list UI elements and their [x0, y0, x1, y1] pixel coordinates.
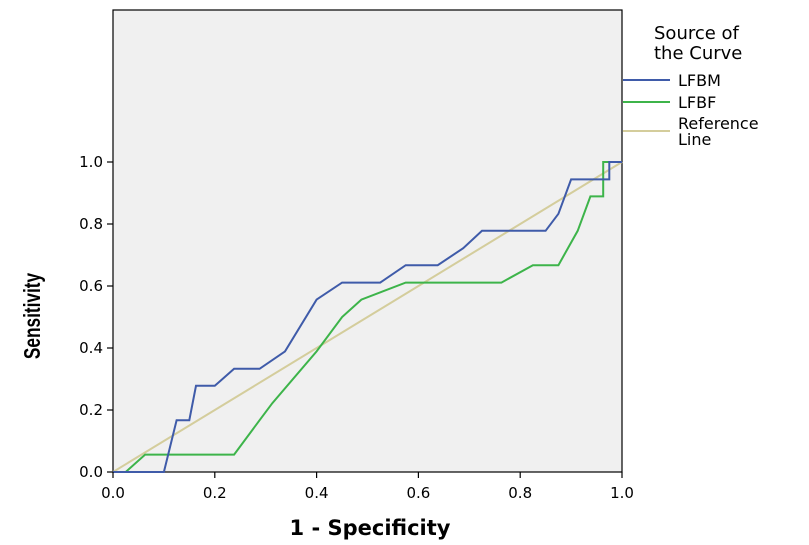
legend: Source of the Curve LFBM LFBF Reference … [623, 23, 759, 149]
y-tick-label: 0.0 [79, 463, 103, 481]
series-line-reference-line [112, 161, 623, 473]
series-line-lfbm [113, 161, 622, 473]
y-axis-title: Sensitivity [21, 272, 46, 359]
x-tick-label: 0.4 [305, 484, 329, 502]
legend-title-line-1: Source of [654, 23, 740, 44]
x-tick-label: 0.8 [508, 484, 532, 502]
y-tick-label: 0.4 [79, 339, 103, 357]
series-line-lfbf [113, 161, 622, 473]
ticks-layer: 0.0 0.2 0.4 0.6 0.8 1.0 0.0 0.2 0.4 0.6 0.8 1.0 [79, 153, 634, 502]
x-tick-label: 0.6 [406, 484, 430, 502]
legend-label-reference-line-2: Line [678, 130, 711, 149]
legend-label-lfbf: LFBF [678, 93, 716, 112]
x-tick-label: 0.0 [101, 484, 125, 502]
y-tick-label: 0.6 [79, 277, 103, 295]
x-tick-label: 0.2 [203, 484, 227, 502]
x-tick-label: 1.0 [610, 484, 634, 502]
y-tick-label: 0.2 [79, 401, 103, 419]
x-axis-title: 1 - Specificity [290, 516, 451, 540]
y-tick-label: 0.8 [79, 215, 103, 233]
legend-title-line-2: the Curve [654, 43, 742, 64]
plot-area [112, 9, 623, 473]
legend-label-lfbm: LFBM [678, 71, 721, 90]
legend-label-reference-line-1: Reference [678, 114, 759, 133]
series-layer [112, 161, 623, 473]
y-tick-label: 1.0 [79, 153, 103, 171]
